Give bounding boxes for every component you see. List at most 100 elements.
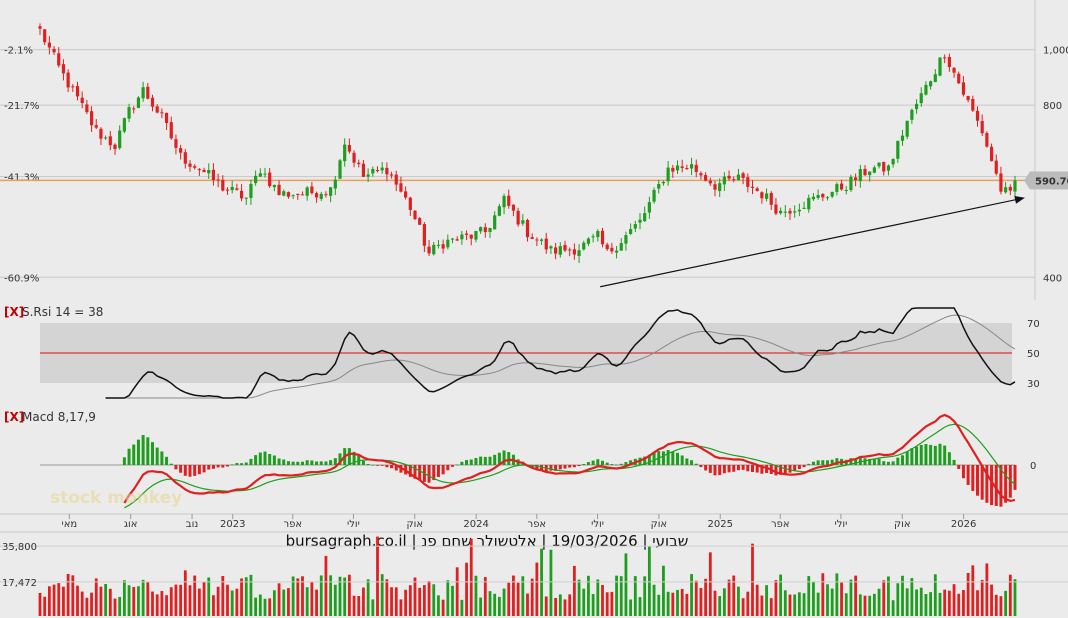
macd-hist-bar	[661, 451, 665, 465]
volume-bar	[605, 592, 609, 616]
volume-bar	[840, 582, 843, 616]
volume-bar	[301, 576, 304, 616]
candle	[1008, 184, 1012, 196]
volume-bar	[905, 588, 909, 616]
macd-tick: 0	[1030, 461, 1036, 472]
volume-bar	[708, 552, 712, 616]
macd-hist-bar	[816, 460, 820, 465]
candle-body	[704, 175, 708, 181]
candle	[57, 47, 61, 68]
candle	[929, 80, 933, 90]
candle	[404, 186, 408, 200]
volume-bar	[558, 594, 562, 616]
macd-hist-bar	[905, 451, 909, 465]
candle	[563, 240, 567, 253]
candle-body	[835, 184, 839, 192]
volume-bar	[619, 576, 623, 616]
volume-bar	[563, 599, 567, 616]
volume-bar	[891, 600, 895, 616]
volume-bar	[938, 592, 942, 616]
candle	[310, 181, 314, 195]
macd-line	[123, 413, 1016, 504]
candle	[525, 218, 530, 242]
macd-hist-bar	[244, 462, 248, 465]
candle-body	[882, 162, 886, 172]
candle	[113, 143, 117, 155]
x-tick-label: 2024	[463, 519, 488, 530]
rsi-close-marker[interactable]: [X]	[4, 305, 24, 319]
volume-bar	[165, 595, 168, 616]
candle-body	[385, 167, 389, 175]
candle	[418, 216, 422, 225]
macd-hist-bar	[249, 458, 253, 465]
candle-body	[174, 139, 178, 148]
candle-body	[549, 246, 553, 249]
volume-bar	[38, 592, 42, 616]
macd-hist-bar	[136, 439, 140, 465]
macd-hist-bar	[886, 461, 890, 465]
macd-hist-bar	[263, 451, 267, 465]
macd-hist-bar	[151, 442, 154, 465]
candle-body	[343, 144, 347, 162]
volume-bar	[329, 575, 333, 616]
candle	[774, 198, 778, 216]
candle-body	[502, 195, 506, 208]
candle-body	[971, 98, 975, 111]
candle	[1004, 182, 1008, 194]
candle-body	[755, 188, 759, 191]
macd-hist-bar	[549, 465, 553, 471]
candle	[854, 173, 858, 187]
candle-body	[230, 186, 234, 191]
candle-body	[652, 189, 656, 202]
candle	[629, 223, 633, 236]
candle	[343, 138, 347, 167]
candle	[432, 241, 436, 256]
candle	[254, 170, 258, 186]
candle-body	[586, 238, 591, 244]
candle	[947, 53, 951, 72]
candle	[272, 184, 276, 192]
macd-hist-bar	[957, 465, 961, 470]
volume-bar	[404, 589, 408, 616]
candle-body	[914, 103, 919, 110]
candle	[197, 167, 201, 176]
volume-bar	[872, 593, 876, 616]
price-tick-left: -60.9%	[4, 273, 39, 284]
volume-bar	[422, 585, 426, 616]
macd-hist-bar	[826, 460, 829, 465]
candle	[891, 158, 895, 168]
volume-bar	[155, 594, 159, 616]
candle-body	[685, 168, 689, 170]
candle-body	[249, 183, 253, 198]
volume-bar	[493, 593, 497, 616]
macd-hist-bar	[291, 461, 295, 465]
candle-body	[127, 107, 131, 119]
candle-body	[450, 238, 455, 240]
candle	[600, 227, 605, 248]
macd-close-marker[interactable]: [X]	[4, 410, 24, 424]
volume-bar	[685, 593, 689, 616]
candle-body	[947, 56, 951, 68]
candle-body	[460, 234, 464, 240]
macd-hist-bar	[915, 446, 919, 465]
volume-bar	[971, 565, 975, 616]
candle	[300, 191, 305, 196]
last-price-badge: 590.70	[1030, 171, 1068, 190]
candle	[1013, 175, 1017, 198]
volume-bar	[226, 584, 229, 616]
volume-bar	[221, 576, 225, 616]
macd-hist-bar	[563, 465, 567, 469]
volume-bar	[769, 598, 773, 616]
x-tick-label: אפר	[283, 519, 302, 530]
volume-bar	[882, 580, 886, 616]
candle-body	[741, 173, 745, 178]
macd-hist-bar	[183, 465, 187, 476]
volume-bar	[437, 595, 440, 616]
volume-bar	[858, 594, 862, 616]
date-axis: מאי אוג נוב 2023 אפר יולי אוק 2024 אפר יולי אוק 202…	[0, 513, 1068, 533]
last-price-pointer	[1024, 171, 1030, 190]
volume-bar	[821, 573, 825, 616]
candle-body	[624, 235, 628, 244]
candle	[989, 143, 994, 162]
candle-body	[66, 72, 70, 88]
